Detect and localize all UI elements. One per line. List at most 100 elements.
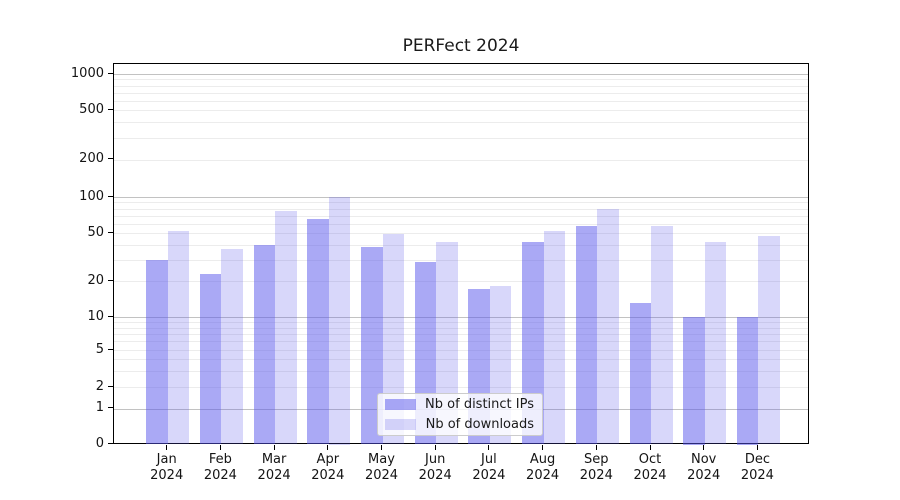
y-gridline-minor — [114, 92, 808, 94]
bar-ips-oct — [629, 303, 651, 445]
legend-row-ips: Nb of distinct IPs — [385, 396, 534, 413]
y-gridline-minor — [114, 341, 808, 343]
legend: Nb of distinct IPs Nb of downloads — [377, 393, 543, 436]
y-tick — [108, 231, 113, 233]
y-gridline-major — [114, 197, 808, 198]
x-tick — [327, 444, 329, 450]
y-gridline-minor — [114, 79, 808, 81]
y-gridline-minor — [114, 387, 808, 388]
x-tick — [381, 444, 382, 450]
y-tick — [108, 315, 113, 317]
y-tick — [108, 108, 113, 110]
y-tick-label: 1000 — [70, 65, 104, 81]
bar-downloads-dec — [758, 236, 780, 445]
y-tick-label: 200 — [79, 151, 104, 166]
y-tick — [108, 158, 113, 159]
y-tick-label: 1 — [95, 400, 104, 415]
y-tick-label: 2 — [95, 378, 104, 394]
y-tick — [108, 407, 113, 408]
x-tick-label-aug: Aug 2024 — [526, 451, 560, 483]
bar-ips-mar — [253, 244, 276, 445]
y-gridline-minor — [114, 233, 808, 234]
y-gridline-minor — [114, 370, 808, 372]
y-tick-label: 20 — [87, 272, 104, 288]
y-tick-label: 5 — [95, 341, 104, 357]
y-gridline-minor — [114, 100, 808, 102]
y-gridline-major — [114, 317, 808, 318]
y-gridline-minor — [114, 223, 808, 225]
x-tick-label-may: May 2024 — [364, 451, 399, 483]
bar-downloads-feb — [221, 248, 243, 445]
y-tick — [108, 385, 113, 387]
y-tick-label: 10 — [87, 308, 104, 324]
bar-downloads-sep — [597, 208, 619, 445]
x-tick — [703, 444, 705, 450]
bar-ips-apr — [307, 218, 329, 445]
y-tick — [108, 279, 113, 281]
x-tick-label-dec: Dec 2024 — [740, 451, 774, 483]
y-gridline-minor — [114, 202, 808, 204]
x-tick — [595, 444, 597, 450]
y-tick — [108, 195, 113, 197]
x-tick-label-feb: Feb 2024 — [203, 451, 237, 483]
x-tick — [542, 444, 544, 450]
x-tick-label-sep: Sep 2024 — [579, 451, 613, 483]
bar-downloads-apr — [328, 197, 351, 445]
x-tick-label-nov: Nov 2024 — [687, 451, 721, 483]
y-gridline-minor — [114, 322, 808, 324]
bar-downloads-oct — [651, 226, 673, 445]
y-gridline-minor — [114, 208, 808, 210]
bar-ips-jan — [146, 259, 168, 445]
x-tick — [273, 444, 275, 450]
legend-row-downloads: Nb of downloads — [385, 416, 534, 433]
y-tick — [108, 72, 113, 74]
bar-downloads-nov — [704, 242, 727, 445]
legend-label-ips: Nb of distinct IPs — [425, 397, 534, 412]
bar-ips-dec — [736, 317, 759, 445]
x-tick — [756, 444, 758, 450]
y-tick-label: 0 — [95, 436, 104, 451]
y-gridline-minor — [114, 110, 808, 111]
x-tick — [649, 444, 651, 450]
x-tick-label-jun: Jun 2024 — [418, 451, 452, 483]
y-tick-label: 50 — [87, 224, 104, 240]
chart-title: PERFect 2024 — [402, 36, 520, 56]
y-gridline-minor — [114, 327, 808, 329]
bar-downloads-jan — [167, 230, 190, 445]
x-tick-label-jul: Jul 2024 — [472, 451, 506, 483]
bar-ips-nov — [683, 317, 705, 445]
x-tick — [219, 444, 221, 450]
y-gridline-minor — [114, 159, 808, 161]
y-gridline-minor — [114, 350, 808, 351]
x-tick-label-oct: Oct 2024 — [633, 451, 667, 483]
legend-label-downloads: Nb of downloads — [425, 417, 534, 432]
y-gridline-major — [114, 74, 808, 75]
x-tick — [166, 444, 168, 450]
y-gridline-minor — [114, 359, 808, 360]
x-tick — [434, 444, 436, 450]
y-tick-label: 500 — [79, 101, 104, 117]
plot-area — [113, 63, 809, 445]
y-gridline-minor — [114, 244, 808, 246]
y-gridline-minor — [114, 122, 808, 124]
y-gridline-minor — [114, 215, 808, 217]
legend-patch-downloads — [385, 419, 416, 430]
y-tick — [108, 348, 113, 350]
bar-downloads-may — [382, 234, 404, 445]
legend-patch-ips — [385, 399, 416, 410]
y-gridline-minor — [114, 333, 808, 335]
bar-downloads-aug — [543, 230, 566, 445]
x-tick-label-apr: Apr 2024 — [311, 451, 345, 483]
y-gridline-minor — [114, 259, 808, 261]
y-gridline-minor — [114, 281, 808, 282]
bar-ips-feb — [199, 273, 222, 445]
y-tick — [108, 443, 113, 444]
x-tick — [488, 444, 490, 450]
y-tick-label: 100 — [79, 188, 104, 204]
bar-downloads-mar — [275, 211, 297, 445]
bar-ips-sep — [575, 226, 598, 445]
y-gridline-minor — [114, 137, 808, 139]
x-tick-label-mar: Mar 2024 — [257, 451, 291, 483]
x-tick-label-jan: Jan 2024 — [150, 451, 184, 483]
